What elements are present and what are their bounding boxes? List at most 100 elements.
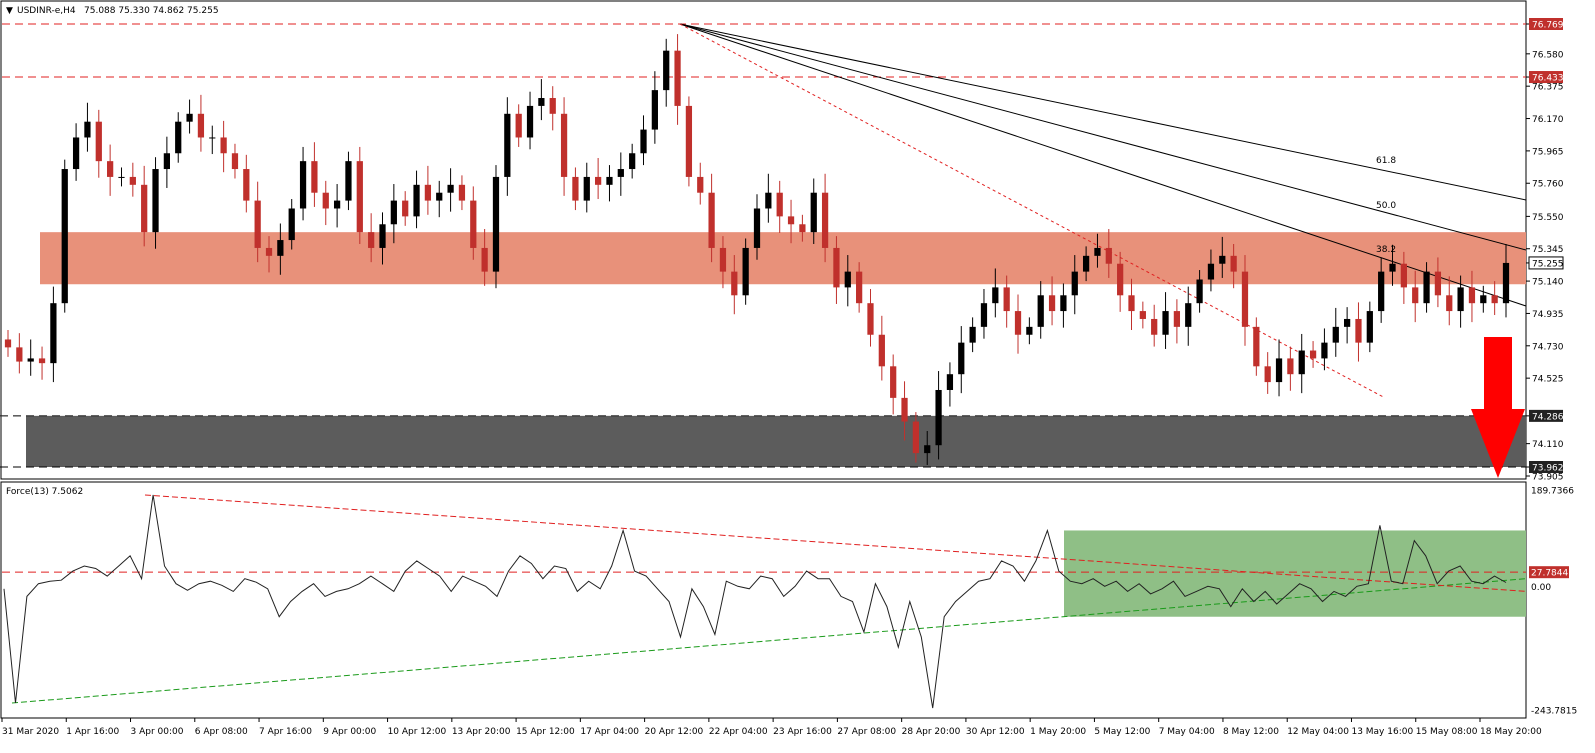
force-falling-trend-line <box>144 494 1527 592</box>
candle-body <box>810 192 817 233</box>
candle <box>549 86 556 131</box>
candle <box>311 142 318 207</box>
time-tick-label: 8 May 12:00 <box>1223 727 1279 737</box>
candle <box>4 330 12 357</box>
time-tick-label: 28 Apr 20:00 <box>902 727 961 737</box>
price-tick-label: 73.905 <box>1532 472 1564 482</box>
candle-body <box>526 105 534 138</box>
candle-body <box>231 153 239 170</box>
candle-body <box>72 137 80 170</box>
candle-body <box>617 169 624 177</box>
price-tick-label: 75.345 <box>1532 245 1564 255</box>
candle-body <box>175 121 182 154</box>
price-tick-label: 76.375 <box>1532 83 1564 93</box>
time-tick-label: 1 Apr 16:00 <box>66 727 119 737</box>
candle <box>674 34 681 125</box>
time-tick-label: 23 Apr 16:00 <box>773 727 832 737</box>
candle-body <box>958 342 965 375</box>
collapse-arrow-icon[interactable]: ▼ <box>6 6 13 16</box>
fib-label-500: 50.0 <box>1376 201 1396 211</box>
candle <box>1219 236 1226 278</box>
candle <box>254 181 261 263</box>
price-tick-label: 75.760 <box>1532 180 1564 190</box>
candle <box>651 71 658 144</box>
candle <box>1060 283 1067 328</box>
candle <box>572 167 579 211</box>
candle-body <box>288 208 295 241</box>
force-axis: 189.7366 27.7844 0.00 -243.7815 <box>1529 487 1577 717</box>
price-level-label-bg <box>1529 71 1563 84</box>
candle-body <box>1457 287 1464 312</box>
candle-body <box>1082 255 1090 272</box>
candle <box>277 223 284 275</box>
candle <box>969 317 976 353</box>
candle-body <box>141 184 148 233</box>
candle <box>1048 276 1056 326</box>
candle <box>526 91 534 150</box>
candle-body <box>969 326 976 343</box>
time-tick-label: 15 May 08:00 <box>1416 727 1478 737</box>
dotted-trend-line <box>679 23 1386 399</box>
candle <box>231 143 239 179</box>
candle <box>333 184 341 228</box>
candle <box>1230 244 1237 289</box>
candle <box>958 326 965 394</box>
candle-body <box>935 389 942 446</box>
candle-body <box>833 247 840 288</box>
candle-body <box>1139 311 1146 319</box>
price-level-label: 76.769 <box>1532 21 1564 31</box>
time-tick-label: 17 Apr 04:00 <box>580 727 639 737</box>
candle <box>197 94 205 152</box>
candle <box>1491 281 1498 316</box>
time-tick-label: 3 Apr 00:00 <box>131 727 184 737</box>
candle-body <box>867 303 874 335</box>
candle-body <box>1491 295 1498 304</box>
candle-body <box>470 200 477 248</box>
candle-body <box>1173 311 1181 327</box>
candle <box>1321 328 1328 371</box>
candle-body <box>742 247 749 296</box>
candle-body <box>1264 366 1271 383</box>
candle <box>1071 255 1078 315</box>
candle-body <box>447 184 454 193</box>
candle-body <box>1196 279 1203 304</box>
candle-body <box>572 176 579 201</box>
candle <box>299 146 307 221</box>
candle-body <box>504 113 511 177</box>
candle <box>402 191 409 226</box>
candle <box>890 354 897 415</box>
candle-body <box>1060 295 1067 312</box>
candle <box>1355 302 1362 362</box>
candle <box>84 102 91 152</box>
candle-body <box>595 176 602 185</box>
candle-body <box>515 113 522 138</box>
candle <box>606 165 613 202</box>
current-price-label: 75.255 <box>1532 259 1564 269</box>
candle-body <box>844 271 851 288</box>
candle <box>163 136 170 188</box>
candle-body <box>1423 271 1430 304</box>
time-tick-label: 27 Apr 08:00 <box>837 727 896 737</box>
zones-layer <box>0 23 1526 468</box>
candle-body <box>856 271 863 304</box>
candle <box>1207 249 1215 292</box>
candle-body <box>1366 311 1373 343</box>
candle <box>742 238 749 305</box>
candle <box>765 173 772 223</box>
candle-body <box>95 121 102 162</box>
candle-body <box>765 192 772 209</box>
fib-label-618: 61.8 <box>1376 156 1396 166</box>
candle <box>935 371 942 460</box>
time-tick-label: 30 Apr 12:00 <box>966 727 1025 737</box>
candle-body <box>84 121 91 138</box>
symbol-label: USDINR-e,H4 <box>17 6 76 16</box>
candle <box>1423 262 1430 313</box>
candle-body <box>1241 271 1249 327</box>
candle-body <box>61 169 68 304</box>
candle <box>515 104 522 147</box>
fib-fan-line-2 <box>679 23 1527 307</box>
candle-body <box>560 113 568 177</box>
candle-body <box>1014 311 1022 335</box>
candle-body <box>220 137 227 154</box>
